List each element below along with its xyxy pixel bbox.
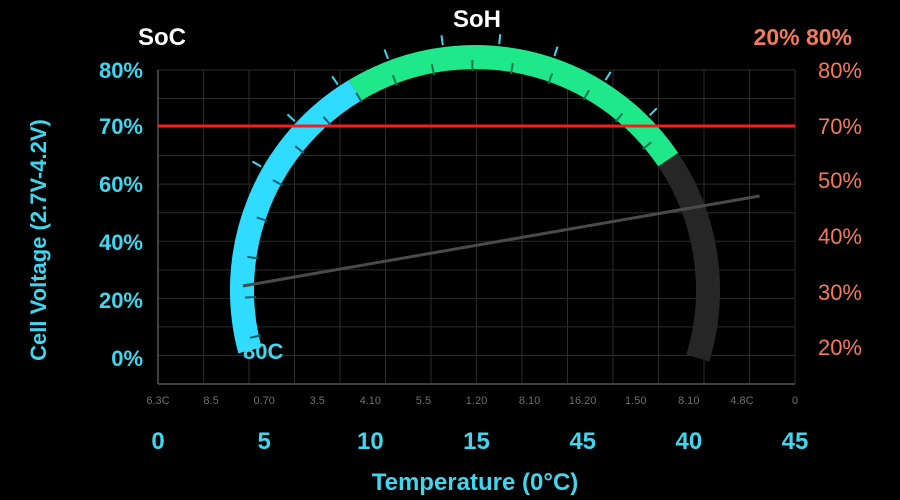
x-minor-tick-label: 8.10 <box>678 395 699 407</box>
trend-series <box>242 194 760 288</box>
y-left-tick-label: 40% <box>99 230 143 255</box>
y-right-tick-label: 40% <box>818 224 862 249</box>
gauge-tick <box>430 63 435 76</box>
x-minor-tick-label: 4.10 <box>360 395 381 407</box>
gauge-arc <box>229 34 720 362</box>
gauge-segment-dark <box>658 152 720 362</box>
x-minor-tick-label: 6.3C <box>146 395 169 407</box>
gauge-tick <box>294 145 305 154</box>
gauge-segment-cyan <box>229 80 362 354</box>
x-minor-tick-label: 1.20 <box>466 395 487 407</box>
y-left-tick-label: 70% <box>99 114 143 139</box>
y-right-tick-label: 20% <box>818 335 862 360</box>
y-left-tick-label: 0% <box>111 346 143 371</box>
x-minor-tick-label: 1.50 <box>625 395 646 407</box>
gauge-tick-outer <box>331 75 339 86</box>
gauge-tick-outer <box>383 49 389 60</box>
x-tick-label: 45 <box>782 428 809 455</box>
x-minor-tick-label: 0 <box>792 395 798 407</box>
x-tick-labels: 0 5 10 15 45 40 45 <box>151 428 808 455</box>
y-axis-label: Cell Voltage (2.7V-4.2V) <box>26 119 51 361</box>
gauge-tick-outer <box>498 34 502 45</box>
y-right-tick-label: 70% <box>818 114 862 139</box>
chart-title: SoH <box>453 6 501 33</box>
x-minor-tick-label: 8.10 <box>519 395 540 407</box>
x-tick-label: 10 <box>357 428 384 455</box>
y-left-tick-label: 80% <box>99 58 143 83</box>
y-right-tick-label: 80% <box>818 58 862 83</box>
corner-label-left: SoC <box>138 24 186 51</box>
y-left-tick-label: 20% <box>99 288 143 313</box>
gauge-tick-outer <box>604 71 612 81</box>
y-left-tick-label: 60% <box>99 172 143 197</box>
trend-line <box>242 194 760 288</box>
y-right-tick-labels: 80% 70% 50% 40% 30% 20% <box>818 58 862 360</box>
x-tick-label: 15 <box>463 428 490 455</box>
x-minor-tick-label: 16.20 <box>569 395 597 407</box>
gauge-tick <box>391 74 398 86</box>
gauge-tick <box>547 72 554 85</box>
x-minor-tick-label: 4.8C <box>730 395 753 407</box>
y-right-tick-label: 30% <box>818 280 862 305</box>
gauge-tick <box>322 116 332 126</box>
y-right-tick-label: 50% <box>818 168 862 193</box>
gauge-segment-green <box>348 45 679 167</box>
gauge-tick <box>642 141 652 150</box>
gauge-tick <box>614 112 624 123</box>
x-minor-tick-label: 3.5 <box>310 395 325 407</box>
x-minor-tick-label: 5.5 <box>416 395 431 407</box>
gauge-tick <box>249 334 262 339</box>
x-tick-label: 5 <box>257 428 270 455</box>
gauge-tick <box>582 89 590 101</box>
gauge-tick <box>272 179 284 187</box>
corner-label-right: 20% 80% <box>754 24 852 50</box>
x-minor-tick-label: 8.5 <box>203 395 218 407</box>
gauge-tick-outer <box>440 35 444 46</box>
gauge-label: 80C <box>243 339 283 364</box>
gauge-tick <box>256 216 268 222</box>
gauge-tick-outer <box>251 160 262 168</box>
gauge-tick <box>355 92 363 103</box>
x-axis-label: Temperature (0°C) <box>372 469 579 496</box>
x-tick-label: 45 <box>569 428 596 455</box>
y-left-tick-labels: 80% 70% 60% 40% 20% 0% <box>99 58 143 371</box>
x-minor-tick-label: 0.70 <box>253 395 274 407</box>
gauge-tick-outer <box>286 113 296 122</box>
gauge-tick-outer <box>648 107 658 117</box>
gauge-tick <box>510 62 514 75</box>
gauge-tick-outer <box>553 46 559 57</box>
x-tick-label: 0 <box>151 428 164 455</box>
x-minor-tick-labels: 6.3C 8.5 0.70 3.5 4.10 5.5 1.20 8.10 16.20 1.50 8.… <box>146 395 798 407</box>
x-tick-label: 40 <box>675 428 702 455</box>
gauge-tick <box>247 255 259 260</box>
